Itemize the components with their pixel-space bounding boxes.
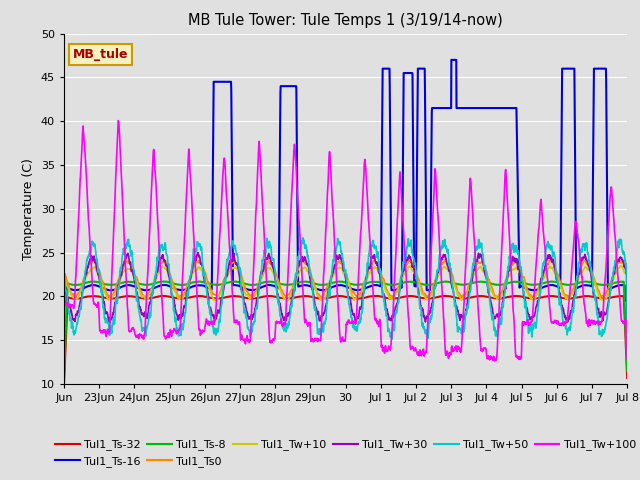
Tul1_Tw+10 — [623, 298, 631, 304]
Tul1_Tw+10 — [60, 298, 68, 304]
Tul1_Tw+10 — [515, 269, 523, 275]
Tul1_Tw+100 — [547, 319, 555, 324]
Tul1_Ts0 — [515, 265, 523, 271]
Line: Tul1_Tw+100: Tul1_Tw+100 — [64, 120, 627, 367]
Tul1_Ts0 — [616, 259, 623, 264]
Tul1_Ts-16 — [623, 298, 631, 304]
Tul1_Tw+30 — [616, 257, 623, 263]
Tul1_Tw+10 — [615, 265, 623, 271]
Legend: Tul1_Ts-32, Tul1_Ts-16, Tul1_Ts-8, Tul1_Ts0, Tul1_Tw+10, Tul1_Tw+30, Tul1_Tw+50,: Tul1_Ts-32, Tul1_Ts-16, Tul1_Ts-8, Tul1_… — [51, 435, 640, 471]
Tul1_Ts-8 — [515, 279, 523, 285]
Tul1_Ts0 — [371, 257, 378, 263]
Tul1_Tw+50 — [616, 242, 623, 248]
Tul1_Tw+30 — [194, 250, 202, 255]
Tul1_Ts-16 — [447, 57, 455, 63]
Tul1_Ts-32 — [623, 375, 631, 381]
Tul1_Tw+10 — [617, 263, 625, 268]
Tul1_Ts-8 — [116, 280, 124, 286]
Tul1_Tw+30 — [547, 257, 555, 263]
Tul1_Tw+50 — [515, 258, 523, 264]
Tul1_Ts0 — [238, 274, 246, 280]
Tul1_Tw+50 — [299, 235, 307, 240]
Tul1_Ts-32 — [238, 294, 246, 300]
Tul1_Ts-32 — [335, 293, 342, 299]
Tul1_Tw+50 — [380, 294, 387, 300]
Tul1_Ts-8 — [380, 280, 387, 286]
Line: Tul1_Ts-32: Tul1_Ts-32 — [64, 296, 627, 384]
Tul1_Tw+100 — [616, 290, 623, 296]
Tul1_Tw+10 — [547, 264, 555, 270]
Tul1_Tw+100 — [115, 118, 122, 123]
Tul1_Ts0 — [547, 258, 555, 264]
Tul1_Tw+50 — [116, 268, 124, 274]
Tul1_Ts0 — [623, 293, 631, 300]
Tul1_Ts-32 — [547, 293, 555, 299]
Tul1_Tw+100 — [380, 345, 387, 351]
Tul1_Tw+100 — [60, 364, 68, 370]
Text: MB_tule: MB_tule — [72, 48, 128, 61]
Line: Tul1_Ts-8: Tul1_Ts-8 — [64, 281, 627, 377]
Tul1_Tw+30 — [116, 275, 124, 281]
Tul1_Ts-32 — [116, 294, 124, 300]
Tul1_Ts-16 — [616, 282, 623, 288]
Tul1_Ts-16 — [515, 271, 523, 276]
Tul1_Tw+100 — [515, 356, 523, 362]
Tul1_Ts-16 — [547, 282, 555, 288]
Tul1_Ts-16 — [238, 284, 246, 290]
Line: Tul1_Tw+10: Tul1_Tw+10 — [64, 265, 627, 301]
Tul1_Ts0 — [60, 293, 68, 300]
Tul1_Ts-8 — [160, 278, 168, 284]
Tul1_Tw+50 — [238, 289, 246, 295]
Tul1_Ts-8 — [547, 279, 555, 285]
Tul1_Tw+50 — [623, 321, 631, 326]
Tul1_Tw+30 — [60, 320, 68, 325]
Tul1_Tw+10 — [238, 279, 246, 285]
Tul1_Tw+10 — [380, 279, 387, 285]
Tul1_Ts-16 — [380, 66, 387, 72]
Line: Tul1_Ts-16: Tul1_Ts-16 — [64, 60, 627, 301]
Tul1_Tw+30 — [623, 320, 631, 325]
Line: Tul1_Tw+30: Tul1_Tw+30 — [64, 252, 627, 323]
Tul1_Ts-8 — [238, 280, 246, 286]
Tul1_Ts-8 — [616, 279, 623, 285]
Tul1_Ts-32 — [60, 381, 68, 387]
Tul1_Ts-32 — [616, 293, 623, 299]
Tul1_Tw+30 — [515, 266, 523, 272]
Tul1_Ts-8 — [60, 374, 68, 380]
Tul1_Ts-32 — [515, 293, 523, 299]
Tul1_Tw+30 — [238, 285, 246, 290]
Tul1_Ts-16 — [116, 285, 124, 290]
Y-axis label: Temperature (C): Temperature (C) — [22, 158, 35, 260]
Tul1_Ts-32 — [380, 294, 387, 300]
Line: Tul1_Ts0: Tul1_Ts0 — [64, 260, 627, 296]
Tul1_Tw+100 — [116, 155, 124, 160]
Title: MB Tule Tower: Tule Temps 1 (3/19/14-now): MB Tule Tower: Tule Temps 1 (3/19/14-now… — [188, 13, 503, 28]
Tul1_Tw+50 — [60, 350, 68, 356]
Tul1_Tw+100 — [238, 334, 246, 339]
Tul1_Ts-16 — [60, 298, 68, 304]
Tul1_Ts0 — [380, 276, 387, 282]
Tul1_Tw+30 — [380, 291, 387, 297]
Line: Tul1_Tw+50: Tul1_Tw+50 — [64, 238, 627, 353]
Tul1_Ts-8 — [623, 368, 631, 373]
Tul1_Ts0 — [116, 272, 124, 277]
Tul1_Tw+100 — [623, 355, 631, 361]
Tul1_Tw+50 — [547, 244, 555, 250]
Tul1_Tw+10 — [116, 278, 124, 284]
